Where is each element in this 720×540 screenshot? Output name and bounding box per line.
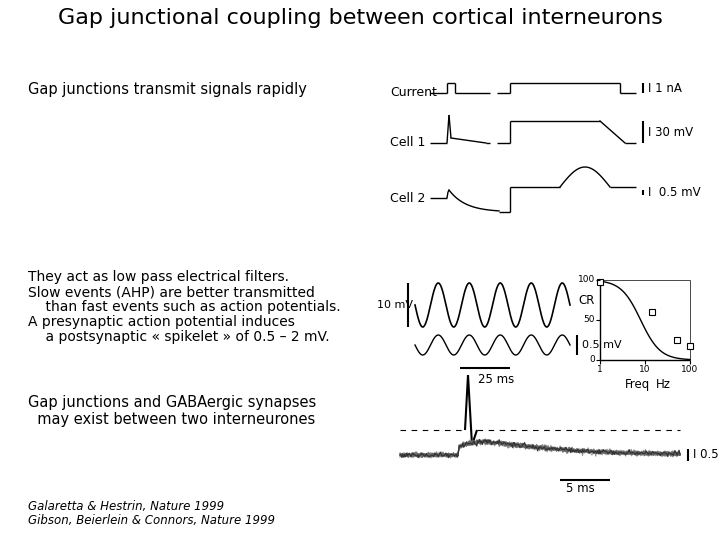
Text: Gibson, Beierlein & Connors, Nature 1999: Gibson, Beierlein & Connors, Nature 1999: [28, 514, 275, 527]
Text: 50: 50: [583, 315, 595, 325]
Text: a postsynaptic « spikelet » of 0.5 – 2 mV.: a postsynaptic « spikelet » of 0.5 – 2 m…: [28, 330, 330, 344]
Text: They act as low pass electrical filters.: They act as low pass electrical filters.: [28, 270, 289, 284]
Text: I 1 nA: I 1 nA: [648, 82, 682, 94]
Text: Gap junctions and GABAergic synapses: Gap junctions and GABAergic synapses: [28, 395, 316, 410]
Text: Galaretta & Hestrin, Nature 1999: Galaretta & Hestrin, Nature 1999: [28, 500, 224, 513]
Text: may exist between two interneurones: may exist between two interneurones: [28, 412, 315, 427]
Text: Gap junctional coupling between cortical interneurons: Gap junctional coupling between cortical…: [58, 8, 662, 28]
Text: 25 ms: 25 ms: [478, 373, 514, 386]
Text: Gap junctions transmit signals rapidly: Gap junctions transmit signals rapidly: [28, 82, 307, 97]
Text: Cell 2: Cell 2: [390, 192, 426, 205]
Text: I 0.5 mV: I 0.5 mV: [693, 449, 720, 462]
Text: Freq: Freq: [624, 378, 649, 391]
Text: 10: 10: [639, 365, 651, 374]
Text: 5 ms: 5 ms: [566, 482, 595, 495]
Text: Current: Current: [390, 86, 437, 99]
Text: Cell 1: Cell 1: [390, 137, 426, 150]
Text: than fast events such as action potentials.: than fast events such as action potentia…: [28, 300, 341, 314]
Text: CR: CR: [579, 294, 595, 307]
Text: Slow events (AHP) are better transmitted: Slow events (AHP) are better transmitted: [28, 285, 315, 299]
Text: 10 mV: 10 mV: [377, 300, 413, 310]
Text: I  0.5 mV: I 0.5 mV: [648, 186, 701, 199]
Text: A presynaptic action potential induces: A presynaptic action potential induces: [28, 315, 295, 329]
Text: 1: 1: [597, 365, 603, 374]
Text: 100: 100: [577, 275, 595, 285]
Text: Hz: Hz: [655, 378, 670, 391]
Text: 0.5 mV: 0.5 mV: [582, 340, 621, 350]
Text: I 30 mV: I 30 mV: [648, 125, 693, 138]
Text: 0: 0: [589, 355, 595, 364]
Text: 100: 100: [681, 365, 698, 374]
